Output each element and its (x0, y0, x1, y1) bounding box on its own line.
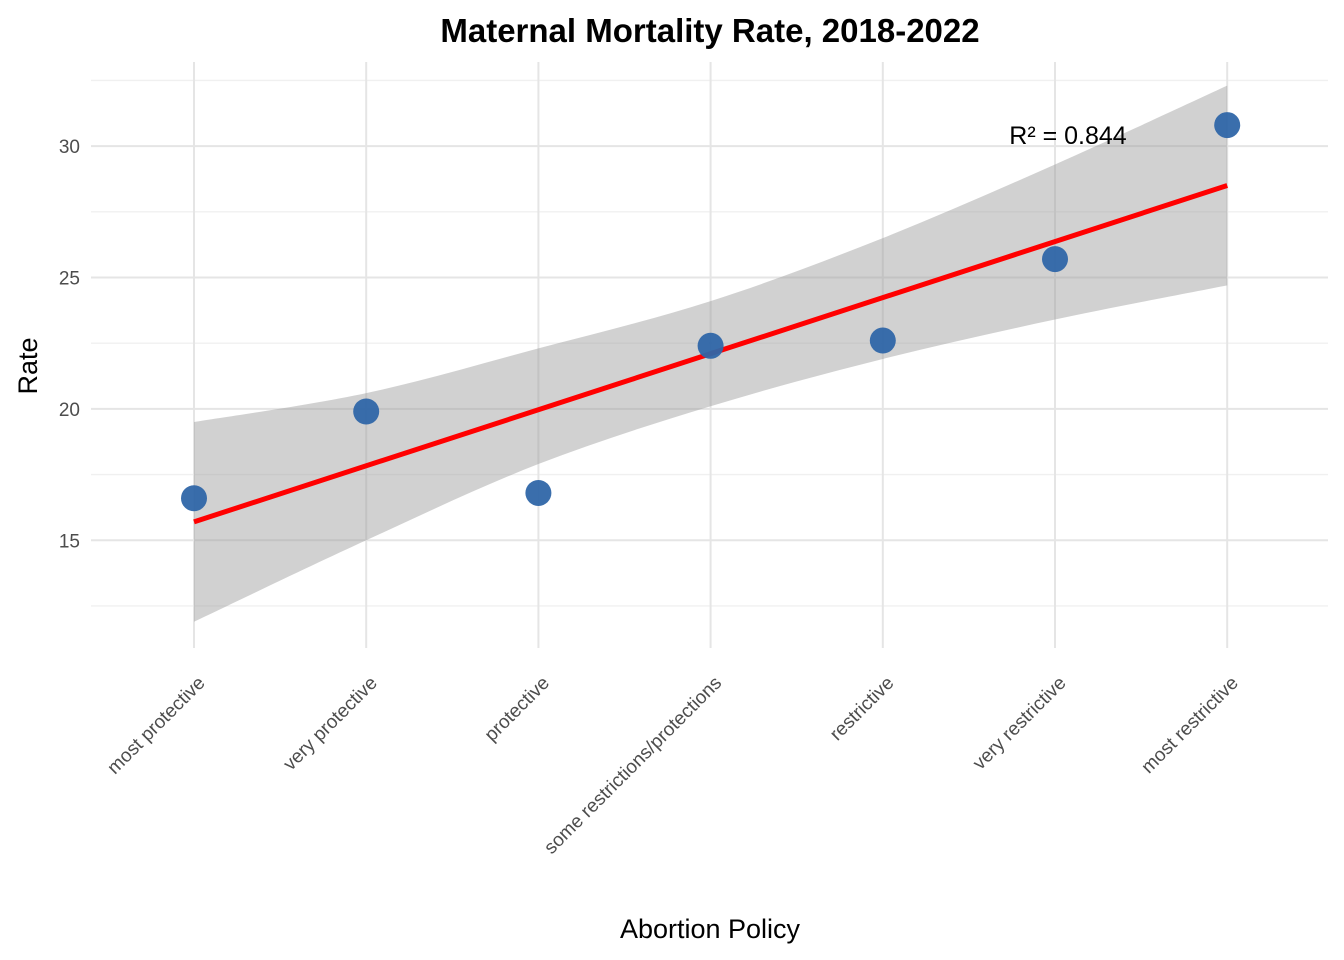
x-tick-label: some restrictions/protections (540, 673, 726, 859)
data-point (181, 485, 207, 512)
y-axis-title: Rate (13, 337, 43, 394)
y-tick-label: 20 (59, 400, 80, 421)
x-axis-title: Abortion Policy (620, 914, 801, 944)
y-tick-label: 30 (59, 137, 80, 158)
y-tick-label: 15 (59, 531, 80, 552)
x-tick-label: protective (481, 673, 554, 746)
data-point (1042, 246, 1068, 273)
x-tick-label: most protective (104, 673, 210, 779)
data-point (1214, 112, 1241, 139)
data-point (697, 332, 724, 359)
r-squared-annotation: R² = 0.844 (1009, 122, 1127, 150)
x-tick-label: very restrictive (969, 673, 1070, 774)
x-tick-label: restrictive (826, 673, 898, 745)
data-point (353, 398, 380, 425)
data-points (181, 112, 1241, 512)
chart-title: Maternal Mortality Rate, 2018-2022 (440, 12, 979, 49)
x-axis-ticks: most protective very protective protective… (104, 673, 1243, 859)
data-point (525, 479, 552, 506)
y-tick-label: 25 (59, 268, 80, 289)
data-point (869, 327, 896, 354)
y-axis-ticks: 15 20 25 30 (59, 137, 80, 552)
x-tick-label: very protective (280, 673, 382, 775)
x-tick-label: most restrictive (1138, 673, 1243, 778)
